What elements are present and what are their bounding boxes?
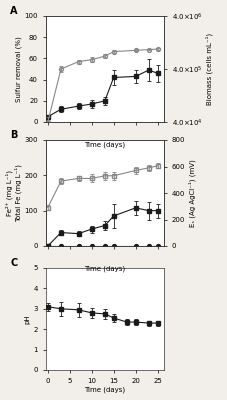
Text: Time (days): Time (days) bbox=[84, 265, 125, 272]
Text: A: A bbox=[10, 6, 17, 16]
Text: B: B bbox=[10, 130, 17, 140]
Y-axis label: Biomass (cells mL⁻¹): Biomass (cells mL⁻¹) bbox=[205, 33, 212, 105]
Text: C: C bbox=[10, 258, 17, 268]
Text: Time (days): Time (days) bbox=[84, 141, 125, 148]
Y-axis label: Fe²⁺ (mg L⁻¹)
Total Fe (mg L⁻¹): Fe²⁺ (mg L⁻¹) Total Fe (mg L⁻¹) bbox=[5, 164, 22, 222]
Y-axis label: pH: pH bbox=[25, 314, 31, 324]
Y-axis label: Eₛ (Ag AgCl⁻¹) (mV): Eₛ (Ag AgCl⁻¹) (mV) bbox=[187, 159, 195, 227]
Y-axis label: Sulfur removal (%): Sulfur removal (%) bbox=[15, 36, 22, 102]
X-axis label: Time (days): Time (days) bbox=[84, 386, 125, 393]
